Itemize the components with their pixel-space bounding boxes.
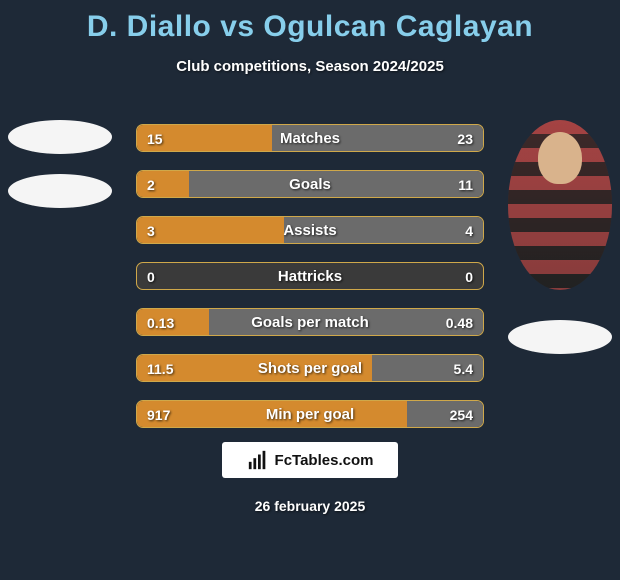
stat-label: Matches <box>137 125 483 152</box>
stat-label: Goals <box>137 171 483 198</box>
comparison-bars: 1523Matches 211Goals 34Assists 00Hattricks 0… <box>136 124 484 446</box>
stat-row: 917254Min per goal <box>136 400 484 428</box>
branding-text: FcTables.com <box>275 452 374 469</box>
chart-icon <box>247 449 269 471</box>
stat-label: Assists <box>137 217 483 244</box>
stat-row: 34Assists <box>136 216 484 244</box>
club-badge-left-1 <box>8 120 112 154</box>
page-title: D. Diallo vs Ogulcan Caglayan <box>0 0 620 44</box>
date-label: 26 february 2025 <box>0 498 620 514</box>
stat-label: Hattricks <box>137 263 483 290</box>
branding-badge: FcTables.com <box>222 442 398 478</box>
stat-label: Shots per goal <box>137 355 483 382</box>
stat-row: 11.55.4Shots per goal <box>136 354 484 382</box>
stat-label: Goals per match <box>137 309 483 336</box>
page-subtitle: Club competitions, Season 2024/2025 <box>0 58 620 75</box>
player-right-avatar <box>508 120 612 290</box>
stat-row: 00Hattricks <box>136 262 484 290</box>
stat-row: 0.130.48Goals per match <box>136 308 484 336</box>
club-badge-left-2 <box>8 174 112 208</box>
stat-row: 1523Matches <box>136 124 484 152</box>
club-badge-right-1 <box>508 320 612 354</box>
stat-label: Min per goal <box>137 401 483 428</box>
stat-row: 211Goals <box>136 170 484 198</box>
